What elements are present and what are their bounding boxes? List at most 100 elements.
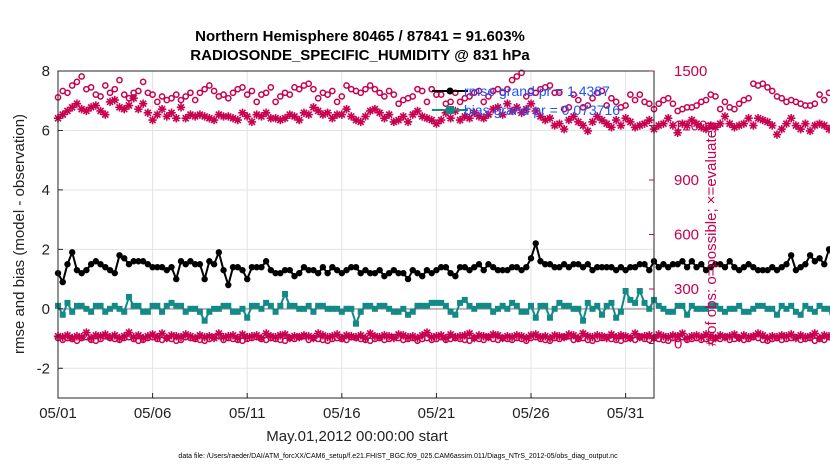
possible-point [645,100,653,108]
y-tick-label: 8 [42,63,50,80]
bias-point [565,302,572,309]
bias-point [518,308,525,315]
bias-point [769,305,776,312]
rmse-point [456,264,464,271]
evaluated-point [176,103,186,112]
possible-point [286,91,294,98]
possible-point [390,91,398,98]
bias-point [707,302,714,309]
rmse-point [239,266,246,274]
evaluated-point [493,103,503,112]
rmse-point [745,261,752,268]
evaluated-point [399,112,408,121]
evaluated_low-point [588,332,597,342]
rmse-point [447,269,454,277]
rmse-point [390,266,398,274]
rmse-point [518,266,525,274]
possible-point [475,87,483,95]
bias-point [168,299,175,306]
rmse-point [461,264,468,271]
possible-point [447,98,454,106]
possible-point [608,94,615,102]
evaluated-point [143,108,153,117]
bias-point [381,302,388,309]
evaluated-point [498,110,507,119]
possible-point [111,85,119,93]
possible-point [612,98,620,106]
rmse-point [589,266,596,274]
evaluated-point [120,104,129,114]
bias-point [778,302,785,309]
bias-point [636,287,643,294]
legend-rmse-marker [446,87,454,95]
possible-point [759,80,767,88]
possible-point [546,82,554,89]
possible-point [224,94,232,102]
rmse-point [116,252,123,259]
possible-point [106,89,114,97]
x-tick-label: 05/21 [418,405,456,422]
rmse-point [319,264,327,271]
x-tick-label: 05/26 [512,405,550,422]
evaluated-point [687,115,697,125]
bias-point [688,302,695,309]
bias-point [362,302,369,309]
x-axis: 05/01 05/06 05/11 05/16 05/21 05/26 05/31 [39,393,644,422]
bias-point [570,305,577,312]
evaluated-point [436,115,446,125]
bias-point [357,308,364,315]
evaluated-point [777,124,786,134]
evaluated-point [403,117,413,127]
y-right-tick-label: 600 [674,227,699,244]
bias-point [234,308,241,315]
bias-point [802,302,809,309]
left-axis: -2 0 2 4 6 8 [37,63,63,377]
bias-point [107,305,114,312]
evaluated-point [772,130,782,139]
evaluated-point [526,99,536,108]
bias-point [248,302,255,309]
rmse-point [598,264,606,271]
rmse-point [735,266,743,274]
rmse-point [348,264,355,271]
possible-point [504,85,511,93]
bias-point [528,302,535,309]
possible-point [220,91,227,98]
bias-point [59,311,66,318]
evaluated-point [559,124,569,134]
bias-point [466,302,473,309]
evaluated-point [446,114,455,123]
rmse-point [750,264,757,271]
x-tick-label: 05/01 [39,405,77,422]
bias-point [641,299,648,306]
rmse-point [698,261,705,268]
bias-point [736,302,743,309]
bias-point [655,302,662,309]
bias-point [773,311,780,318]
possible-point [295,85,303,93]
bias-point [64,299,71,306]
bias-point [144,308,151,315]
possible-point [376,89,384,97]
bias-point [821,305,828,312]
data-file-footer: data file: /Users/raeder/DAI/ATM_forcXX/… [178,453,618,460]
bias-point [211,305,218,312]
evaluated_low-point [365,329,375,338]
possible-point [466,93,473,100]
evaluated-point [413,106,422,116]
bias-point [390,308,397,315]
rmse-point [87,261,95,268]
rmse-point [494,266,502,274]
bias-point [532,314,539,321]
rmse-point [404,275,412,283]
possible-point [210,87,218,95]
bias-point [807,305,814,312]
bias-point [613,314,620,321]
rmse-point [764,266,771,274]
bias-point [159,308,166,315]
bias-point [92,302,99,309]
bias-point [400,305,407,312]
bias-point [324,305,331,312]
evaluated-point [588,117,597,127]
bias-point [703,305,710,312]
